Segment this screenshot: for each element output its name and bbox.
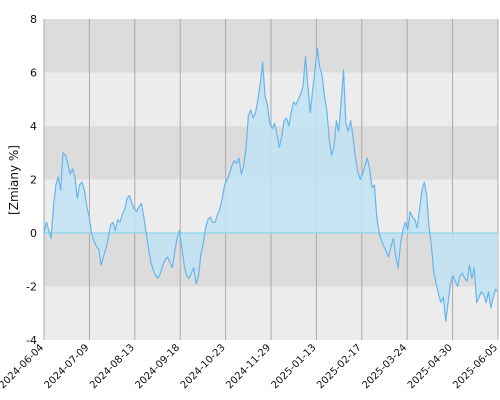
y-tick-label: 6 [30,67,37,80]
y-axis-label: [Zmiany %] [7,145,21,215]
x-tick-label: 2024-07-09 [43,342,92,391]
x-tick-label: 2025-02-17 [315,342,364,391]
x-axis-ticks: 2024-06-042024-07-092024-08-132024-09-18… [0,342,500,391]
series-layer [43,47,499,322]
y-tick-label: 2 [30,174,37,187]
x-tick-label: 2025-06-05 [451,342,500,391]
x-tick-label: 2024-09-18 [133,342,182,391]
series-line [43,47,499,322]
series-area [44,48,498,322]
y-tick-label: -2 [26,281,37,294]
y-tick-label: 0 [30,227,37,240]
x-tick-label: 2025-01-13 [270,342,319,391]
y-axis-ticks: -4 -2 0 2 4 6 8 [26,13,37,347]
x-tick-label: 2025-04-30 [406,342,455,391]
x-tick-label: 2024-06-04 [0,342,46,391]
x-tick-label: 2024-10-23 [179,342,228,391]
y-tick-label: 8 [30,13,37,26]
x-tick-label: 2024-11-29 [224,342,273,391]
y-tick-label: 4 [30,120,37,133]
y-tick-label: -4 [26,334,37,347]
x-tick-label: 2024-08-13 [88,342,137,391]
x-tick-label: 2025-03-24 [360,342,409,391]
